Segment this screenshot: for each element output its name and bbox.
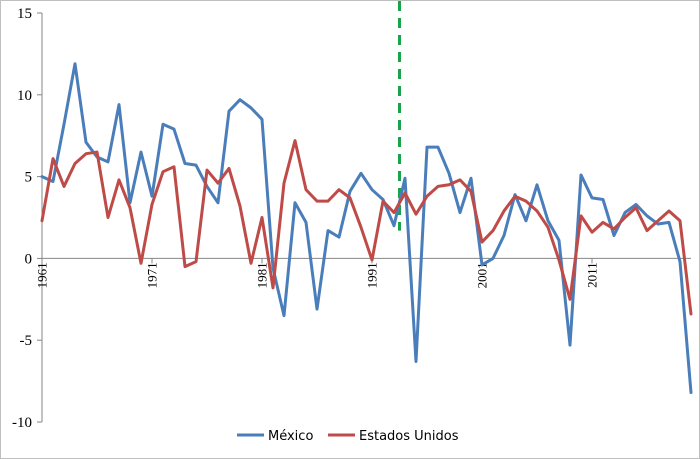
legend-label: Estados Unidos xyxy=(359,429,459,444)
y-tick-label: -5 xyxy=(20,333,33,349)
x-tick-label: 1971 xyxy=(145,262,160,288)
y-tick-label: 10 xyxy=(17,88,32,104)
series-line-mexico xyxy=(40,62,693,395)
legend-label: México xyxy=(268,429,313,444)
x-tick-label: 1981 xyxy=(255,262,270,288)
y-tick-label: 15 xyxy=(17,6,32,22)
x-tick-label: 2001 xyxy=(475,262,490,288)
x-tick-label: 2011 xyxy=(585,262,600,288)
y-tick-label: -10 xyxy=(12,415,32,431)
x-tick-label: 1961 xyxy=(35,262,50,288)
axes xyxy=(41,13,691,422)
y-tick-label: 0 xyxy=(25,251,33,267)
y-axis-ticks: 15 10 5 0 -5 -10 xyxy=(12,6,42,431)
y-tick-label: 5 xyxy=(25,170,33,186)
x-tick-label: 1991 xyxy=(365,262,380,288)
x-axis-ticks: 1961 1971 1981 1991 2001 2011 xyxy=(35,258,600,288)
series-lines xyxy=(40,62,693,395)
series-line-estados-unidos xyxy=(40,139,693,316)
legend: México Estados Unidos xyxy=(237,429,459,444)
